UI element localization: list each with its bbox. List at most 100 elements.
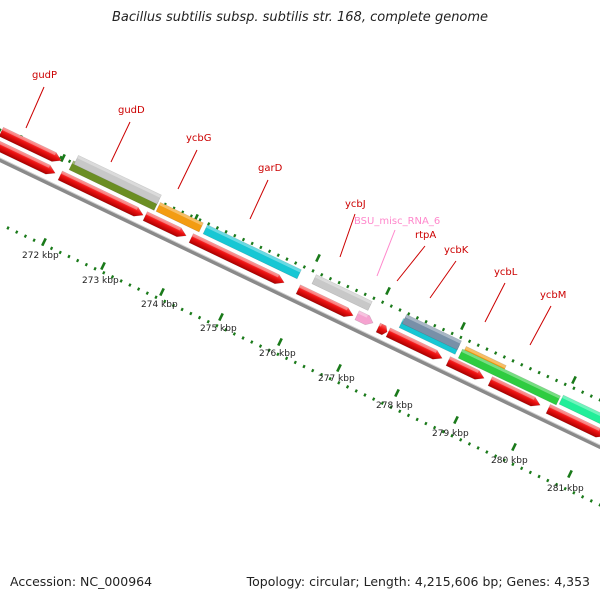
lower-tick-mark	[189, 311, 193, 316]
upper-tick-mark	[294, 261, 298, 265]
upper-tick-mark	[467, 339, 472, 344]
scale-tick-label: 277 kbp	[318, 374, 355, 384]
lower-tick-mark	[311, 368, 315, 373]
lower-tick-mark	[345, 385, 350, 389]
upper-tick-mark	[520, 362, 524, 367]
lower-tick-mark	[372, 397, 376, 401]
upper-tick-mark	[233, 233, 237, 238]
lower-tick-mark	[136, 287, 141, 291]
upper-tick-mark	[424, 319, 428, 324]
lower-tick-mark	[459, 437, 463, 442]
cds-arrow	[375, 322, 388, 336]
lower-tick-mark	[528, 470, 532, 475]
cds-arrow	[57, 170, 144, 217]
upper-tick-mark	[198, 218, 202, 222]
gene-label[interactable]: BSU_misc_RNA_6	[354, 216, 440, 227]
upper-tick-mark	[285, 257, 289, 261]
upper-tick-mark	[320, 272, 324, 277]
gene-label-leader	[249, 179, 269, 220]
feature-gudD-gene	[73, 154, 162, 205]
gene-label[interactable]: gudP	[32, 70, 57, 81]
lower-tick-mark	[224, 328, 228, 332]
gene-label-leader	[484, 282, 506, 323]
upper-tick-mark	[476, 343, 480, 348]
lower-tick-mark	[554, 482, 559, 487]
gene-label[interactable]: ycbJ	[345, 199, 366, 210]
upper-tick-mark	[67, 159, 72, 164]
lower-tick-mark	[232, 332, 236, 336]
gene-label[interactable]: ycbK	[444, 245, 469, 256]
lower-tick-mark	[493, 454, 498, 458]
feature-ycbJ	[311, 274, 373, 311]
lower-tick-mark	[441, 429, 445, 434]
upper-tick-mark	[511, 359, 515, 363]
upper-tick-mark	[215, 225, 220, 230]
lower-tick-mark	[32, 238, 36, 243]
gene-label[interactable]: gudD	[118, 105, 145, 116]
lower-tick-mark	[163, 299, 167, 304]
lower-tick-mark	[93, 266, 97, 271]
upper-tick-mark	[546, 374, 550, 379]
lower-major-tick	[453, 415, 459, 425]
lower-tick-mark	[328, 376, 332, 381]
lower-major-tick	[218, 312, 224, 322]
upper-tick-mark	[337, 280, 341, 285]
lower-tick-mark	[520, 466, 524, 471]
cds-arrow	[0, 139, 56, 175]
upper-tick-mark	[554, 378, 559, 383]
topology-summary: Topology: circular; Length: 4,215,606 bp…	[246, 574, 590, 589]
lower-tick-mark	[250, 340, 254, 344]
lower-tick-mark	[537, 474, 541, 479]
lower-tick-mark	[406, 413, 411, 418]
lower-tick-mark	[6, 226, 10, 230]
upper-tick-mark	[207, 222, 211, 226]
upper-tick-mark	[528, 366, 533, 371]
gene-label[interactable]: ycbG	[186, 133, 212, 144]
upper-tick-mark	[433, 323, 437, 328]
lower-tick-mark	[319, 372, 324, 377]
lower-major-tick	[336, 363, 342, 373]
upper-major-tick	[60, 153, 66, 163]
gene-label[interactable]: rtpA	[415, 230, 436, 241]
lower-tick-mark	[206, 319, 210, 324]
genome-backbone	[0, 158, 600, 449]
lower-tick-mark	[432, 425, 437, 430]
lower-tick-mark	[589, 499, 593, 503]
scale-tick-label: 272 kbp	[22, 251, 59, 261]
scale-tick-label: 276 kbp	[259, 349, 296, 359]
cds-arrow	[487, 376, 541, 407]
lower-tick-mark	[76, 258, 80, 263]
lower-tick-mark	[363, 393, 367, 397]
upper-tick-mark	[459, 335, 463, 340]
lower-tick-mark	[511, 462, 515, 467]
lower-major-tick	[159, 287, 165, 297]
upper-tick-mark	[302, 265, 306, 269]
gene-label[interactable]: garD	[258, 163, 283, 174]
cds-arrow	[188, 233, 285, 284]
lower-tick-mark	[293, 360, 297, 365]
upper-tick-mark	[241, 237, 246, 242]
lower-tick-mark	[102, 270, 106, 275]
lower-tick-mark	[15, 230, 19, 234]
lower-tick-mark	[424, 421, 428, 426]
feature-gudP	[0, 126, 62, 162]
cds-arrow	[545, 403, 600, 438]
lower-major-tick	[100, 261, 106, 271]
lower-tick-mark	[476, 446, 480, 450]
lower-tick-mark	[485, 450, 489, 454]
upper-tick-mark	[415, 315, 420, 320]
upper-tick-mark	[502, 355, 506, 359]
gene-label[interactable]: ycbM	[540, 290, 566, 301]
cds-arrow	[385, 327, 443, 360]
upper-tick-mark	[389, 304, 393, 308]
gene-label[interactable]: ycbL	[494, 267, 518, 278]
lower-tick-mark	[258, 344, 263, 348]
feature-ycbG	[155, 201, 204, 233]
gene-label-leader	[339, 213, 356, 258]
lower-tick-mark	[546, 478, 550, 483]
page-title: Bacillus subtilis subsp. subtilis str. 1…	[111, 10, 489, 25]
lower-tick-mark	[180, 307, 184, 312]
upper-major-tick	[315, 253, 321, 263]
scale-tick-label: 275 kbp	[200, 324, 237, 334]
upper-tick-mark	[450, 331, 454, 336]
